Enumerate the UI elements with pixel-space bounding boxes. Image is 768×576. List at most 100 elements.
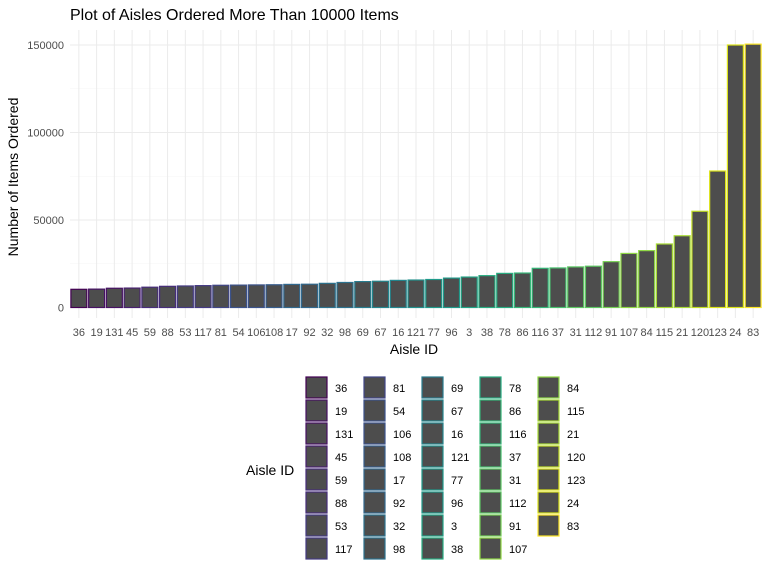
- bar: [212, 284, 230, 309]
- bar: [655, 243, 673, 309]
- legend-label: 98: [393, 544, 405, 556]
- legend-key: [479, 514, 502, 537]
- x-tick-label: 32: [321, 327, 333, 339]
- legend-key: [479, 468, 502, 491]
- x-tick-label: 83: [747, 327, 759, 339]
- legend-label: 83: [567, 521, 579, 533]
- legend-label: 84: [567, 383, 579, 395]
- x-tick-label: 81: [215, 327, 227, 339]
- legend-key: [537, 514, 560, 537]
- legend-label: 112: [509, 498, 527, 510]
- x-tick-label: 86: [516, 327, 528, 339]
- x-tick-label: 115: [656, 327, 674, 339]
- bar: [442, 277, 461, 309]
- legend-label: 92: [393, 498, 405, 510]
- legend-key: [305, 445, 328, 468]
- bar: [88, 288, 106, 309]
- legend-label: 77: [451, 475, 463, 487]
- legend-key: [537, 468, 560, 491]
- x-tick-label: 21: [676, 327, 688, 339]
- legend-key: [479, 399, 502, 422]
- bar: [176, 285, 194, 309]
- x-tick-label: 38: [481, 327, 493, 339]
- legend-label: 36: [335, 383, 347, 395]
- legend-label: 115: [567, 406, 585, 418]
- legend-key: [421, 491, 444, 514]
- bar: [283, 283, 301, 309]
- bar: [194, 285, 212, 309]
- legend-label: 17: [393, 475, 405, 487]
- bar: [336, 281, 354, 309]
- x-tick-label: 106: [247, 327, 265, 339]
- bar: [123, 287, 141, 309]
- x-tick-label: 24: [729, 327, 741, 339]
- legend-key: [537, 376, 560, 399]
- x-tick-label: 107: [620, 327, 638, 339]
- x-tick-label: 36: [73, 327, 85, 339]
- x-tick-label: 112: [585, 327, 603, 339]
- bar: [691, 210, 709, 309]
- bar: [371, 280, 390, 309]
- x-axis-title: Aisle ID: [390, 341, 438, 357]
- legend-label: 32: [393, 521, 405, 533]
- legend-label: 78: [509, 383, 521, 395]
- legend-label: 3: [451, 521, 457, 533]
- x-tick-label: 120: [691, 327, 709, 339]
- legend-label: 120: [567, 452, 585, 464]
- bar: [159, 285, 177, 309]
- legend-key: [421, 445, 444, 468]
- legend-key: [421, 376, 444, 399]
- legend-key: [479, 422, 502, 445]
- x-tick-label: 117: [194, 327, 212, 339]
- legend-label: 19: [335, 406, 347, 418]
- legend-label: 131: [335, 429, 353, 441]
- x-tick-label: 91: [605, 327, 617, 339]
- legend-key: [421, 422, 444, 445]
- x-tick-label: 131: [105, 327, 123, 339]
- legend-label: 24: [567, 498, 579, 510]
- bar: [105, 287, 123, 309]
- bar: [389, 279, 407, 309]
- bar: [265, 284, 283, 309]
- bar: [567, 266, 585, 309]
- x-tick-label: 96: [445, 327, 457, 339]
- x-tick-label: 31: [570, 327, 582, 339]
- bar: [513, 272, 532, 309]
- legend-label: 123: [567, 475, 585, 487]
- legend-label: 53: [335, 521, 347, 533]
- legend-key: [305, 514, 328, 537]
- x-tick-label: 53: [179, 327, 191, 339]
- bar: [141, 286, 159, 309]
- chart-title: Plot of Aisles Ordered More Than 10000 I…: [70, 7, 399, 24]
- bar: [425, 278, 443, 309]
- legend-label: 108: [393, 452, 411, 464]
- legend-key: [363, 422, 386, 445]
- legend-key: [363, 514, 386, 537]
- legend-label: 31: [509, 475, 521, 487]
- bar: [673, 235, 691, 309]
- x-tick-label: 45: [126, 327, 138, 339]
- x-tick-label: 108: [265, 327, 283, 339]
- x-tick-label: 121: [407, 327, 425, 339]
- bars: [70, 43, 762, 309]
- x-tick-label: 98: [339, 327, 351, 339]
- bar: [531, 267, 549, 309]
- bar: [247, 284, 265, 309]
- legend-key: [421, 537, 444, 560]
- bar: [744, 43, 762, 309]
- bar: [460, 276, 478, 309]
- x-tick-label: 59: [144, 327, 156, 339]
- legend-label: 107: [509, 544, 527, 556]
- bar: [478, 275, 496, 309]
- legend-label: 59: [335, 475, 347, 487]
- x-tick-label: 37: [552, 327, 564, 339]
- y-tick-label: 0: [58, 303, 64, 315]
- x-tick-label: 84: [641, 327, 653, 339]
- legend-label: 37: [509, 452, 521, 464]
- legend-key: [479, 537, 502, 560]
- bar: [70, 288, 88, 309]
- x-tick-label: 116: [531, 327, 549, 339]
- legend-label: 21: [567, 429, 579, 441]
- x-tick-label: 123: [708, 327, 726, 339]
